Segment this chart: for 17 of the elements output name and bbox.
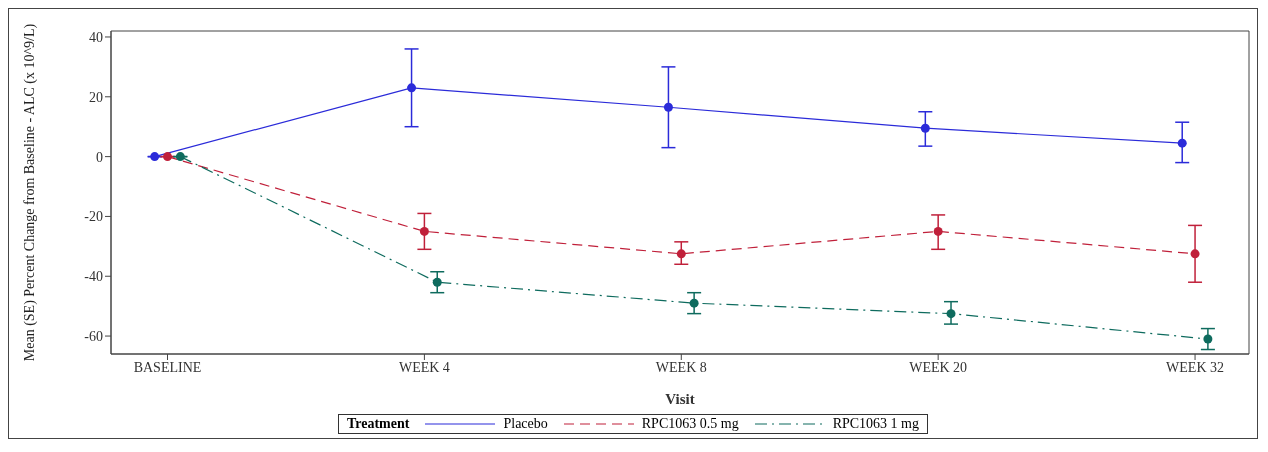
y-tick-label: 0 (96, 149, 103, 165)
legend-label: RPC1063 0.5 mg (641, 416, 739, 432)
y-tick-label: -20 (84, 209, 103, 225)
x-tick-label: WEEK 4 (398, 359, 450, 375)
y-tick-label: 20 (89, 89, 103, 105)
x-tick-label: WEEK 8 (655, 359, 707, 375)
legend-label: RPC1063 1 mg (832, 416, 919, 432)
x-axis-title: Visit (665, 391, 695, 407)
y-tick-label: -60 (84, 329, 103, 345)
legend-title: Treatment (346, 416, 410, 432)
x-tick-label: WEEK 20 (909, 359, 968, 375)
legend-label: Placebo (503, 416, 548, 432)
x-tick-label: BASELINE (133, 359, 202, 375)
y-axis-title: Mean (SE) Percent Change from Baseline - ALC (x 10^9/L) (21, 23, 38, 362)
x-tick-label: WEEK 32 (1166, 359, 1225, 375)
y-tick-label: 40 (89, 29, 103, 45)
y-tick-label: -40 (84, 269, 103, 285)
